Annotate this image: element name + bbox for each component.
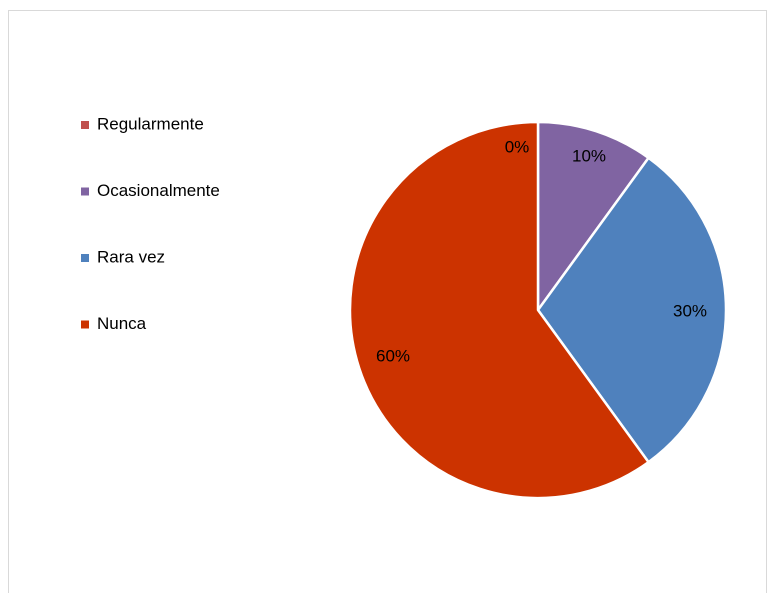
legend-label: Rara vez (97, 247, 165, 266)
legend-swatch (81, 320, 89, 329)
data-label: 0% (505, 137, 530, 156)
data-label: 60% (376, 346, 410, 365)
pie-slice (536, 156, 728, 464)
pie-slice (348, 120, 650, 500)
legend-swatch (81, 254, 89, 262)
legend-label: Regularmente (97, 114, 204, 133)
pie-slice (536, 120, 650, 312)
legend-label: Ocasionalmente (97, 181, 220, 200)
data-label: 10% (572, 146, 606, 165)
legend-swatch (81, 121, 89, 129)
legend-label: Nunca (97, 314, 147, 333)
legend-swatch (81, 187, 89, 196)
data-label: 30% (673, 301, 707, 320)
